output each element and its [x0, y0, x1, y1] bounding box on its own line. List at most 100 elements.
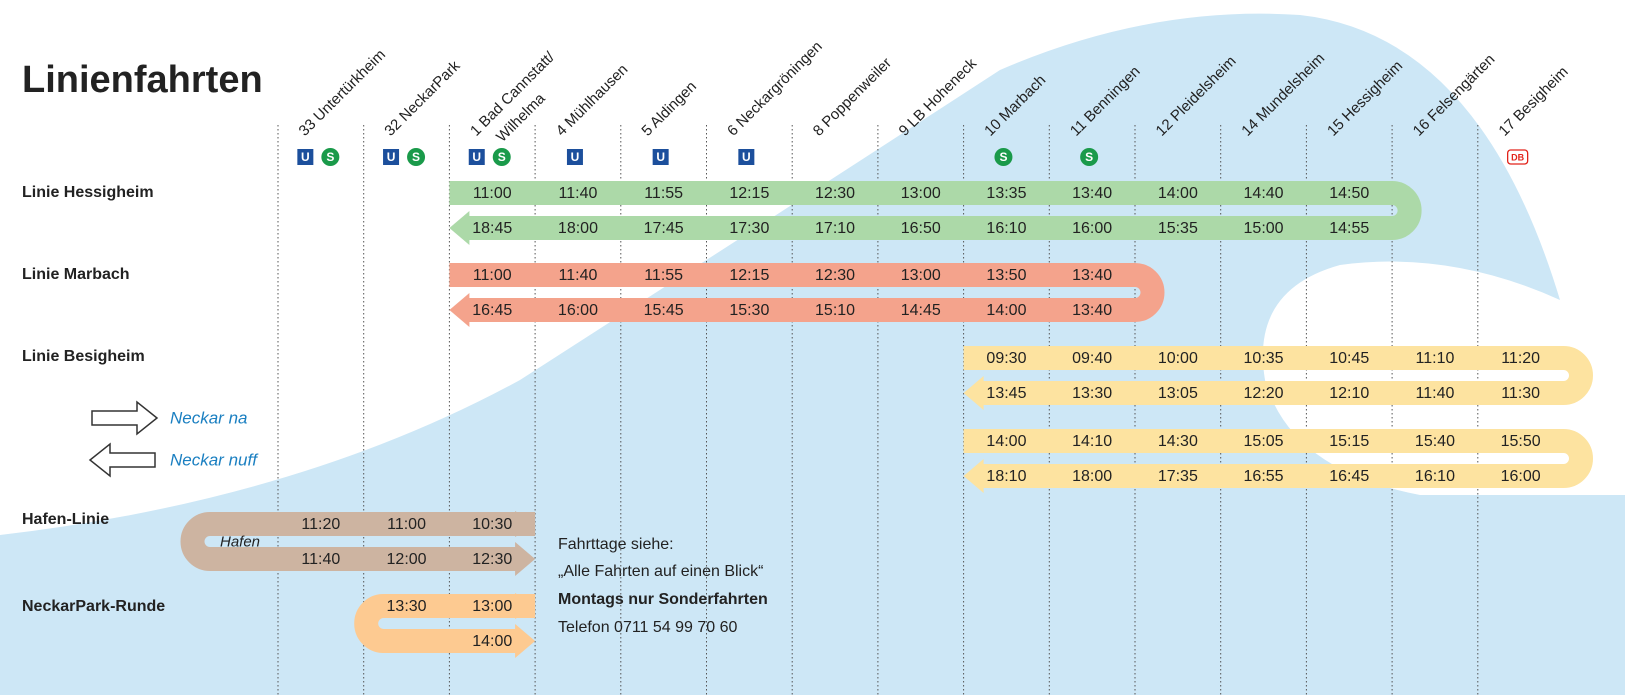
- departure-time: 14:00: [1158, 185, 1198, 202]
- icon-text: S: [498, 150, 506, 164]
- departure-time: 12:20: [1244, 385, 1284, 402]
- departure-time: 16:55: [1244, 468, 1284, 485]
- departure-time: 12:30: [815, 267, 855, 284]
- icon-text: S: [412, 150, 420, 164]
- departure-time: 10:35: [1244, 350, 1284, 367]
- departure-time: 12:00: [387, 551, 427, 568]
- icon-text: U: [301, 150, 310, 164]
- departure-time: 13:00: [901, 267, 941, 284]
- timetable: Linienfahrten Neckar na Neckar nuff Fahr…: [0, 0, 1625, 695]
- departure-time: 17:10: [815, 220, 855, 237]
- line-band: [449, 275, 1152, 327]
- departure-time: 12:15: [729, 185, 769, 202]
- departure-time: 11:55: [644, 185, 683, 202]
- icon-text: U: [387, 150, 396, 164]
- departure-time: 13:35: [986, 185, 1026, 202]
- departure-time: 14:30: [1158, 433, 1198, 450]
- line-label: Linie Hessigheim: [22, 184, 154, 201]
- departure-time: 13:40: [1072, 185, 1112, 202]
- departure-time: 10:30: [472, 516, 512, 533]
- departure-time: 14:00: [986, 433, 1026, 450]
- departure-time: 16:45: [472, 302, 512, 319]
- departure-time: 14:00: [472, 633, 512, 650]
- departure-time: 17:35: [1158, 468, 1198, 485]
- icon-text: S: [999, 150, 1007, 164]
- departure-time: 10:00: [1158, 350, 1198, 367]
- departure-time: 11:20: [1501, 350, 1540, 367]
- info-line: „Alle Fahrten auf einen Blick“: [558, 563, 763, 580]
- departure-time: 13:05: [1158, 385, 1198, 402]
- arrow-head: [449, 293, 469, 327]
- departure-time: 18:00: [558, 220, 598, 237]
- departure-time: 15:10: [815, 302, 855, 319]
- departure-time: 15:05: [1244, 433, 1284, 450]
- departure-time: 13:50: [986, 267, 1026, 284]
- departure-time: 11:40: [1416, 385, 1455, 402]
- departure-time: 15:15: [1329, 433, 1369, 450]
- departure-time: 09:30: [986, 350, 1026, 367]
- departure-time: 11:20: [301, 516, 340, 533]
- departure-time: 11:55: [644, 267, 683, 284]
- icon-text: U: [571, 150, 580, 164]
- departure-time: 10:45: [1329, 350, 1369, 367]
- legend-label: Neckar na: [170, 408, 247, 427]
- departure-time: 14:00: [986, 302, 1026, 319]
- departure-time: 11:40: [559, 267, 598, 284]
- departure-time: 15:00: [1244, 220, 1284, 237]
- departure-time: 11:40: [301, 551, 340, 568]
- line-label: NeckarPark-Runde: [22, 598, 165, 615]
- departure-time: 15:50: [1501, 433, 1541, 450]
- icon-text: DB: [1511, 152, 1524, 162]
- line-label: Hafen-Linie: [22, 511, 109, 528]
- legend-label: Neckar nuff: [170, 450, 259, 469]
- departure-time: 12:15: [729, 267, 769, 284]
- departure-time: 13:30: [387, 598, 427, 615]
- departure-time: 15:30: [729, 302, 769, 319]
- arrow-left-icon: [90, 444, 155, 476]
- station-label: 6 Neckargröningen: [724, 38, 826, 140]
- departure-time: 17:45: [644, 220, 684, 237]
- icon-text: U: [742, 150, 751, 164]
- departure-time: 11:00: [387, 516, 426, 533]
- icon-text: S: [1085, 150, 1093, 164]
- station-label: 4 Mühlhausen: [553, 61, 632, 140]
- departure-time: 14:10: [1072, 433, 1112, 450]
- line-label: Linie Besigheim: [22, 348, 145, 365]
- turn-label: Hafen: [220, 533, 260, 550]
- departure-time: 12:30: [472, 551, 512, 568]
- departure-time: 16:50: [901, 220, 941, 237]
- departure-time: 17:30: [729, 220, 769, 237]
- departure-time: 14:50: [1329, 185, 1369, 202]
- station-label: 33 Untertürkheim: [296, 46, 389, 139]
- departure-time: 11:10: [1416, 350, 1455, 367]
- departure-time: 15:40: [1415, 433, 1455, 450]
- departure-time: 13:30: [1072, 385, 1112, 402]
- departure-time: 12:10: [1329, 385, 1369, 402]
- departure-time: 11:00: [473, 267, 512, 284]
- departure-time: 18:45: [472, 220, 512, 237]
- departure-time: 16:00: [558, 302, 598, 319]
- departure-time: 13:45: [986, 385, 1026, 402]
- departure-time: 18:10: [986, 468, 1026, 485]
- departure-time: 16:45: [1329, 468, 1369, 485]
- station-label: 5 Aldingen: [638, 78, 700, 140]
- info-line: Fahrttage siehe:: [558, 536, 674, 553]
- departure-time: 12:30: [815, 185, 855, 202]
- departure-time: 18:00: [1072, 468, 1112, 485]
- info-line: Telefon 0711 54 99 70 60: [558, 619, 738, 636]
- page-title: Linienfahrten: [22, 59, 263, 101]
- departure-time: 13:00: [472, 598, 512, 615]
- line-label: Linie Marbach: [22, 266, 130, 283]
- departure-time: 14:40: [1244, 185, 1284, 202]
- info-line: Montags nur Sonderfahrten: [558, 591, 768, 608]
- station-label: 17 Besigheim: [1495, 63, 1571, 139]
- departure-time: 16:10: [1415, 468, 1455, 485]
- departure-time: 09:40: [1072, 350, 1112, 367]
- departure-time: 15:45: [644, 302, 684, 319]
- departure-time: 11:30: [1501, 385, 1540, 402]
- icon-text: S: [326, 150, 334, 164]
- icon-text: U: [472, 150, 481, 164]
- departure-time: 11:40: [559, 185, 598, 202]
- legend: Neckar na Neckar nuff: [90, 402, 259, 476]
- departure-time: 16:00: [1501, 468, 1541, 485]
